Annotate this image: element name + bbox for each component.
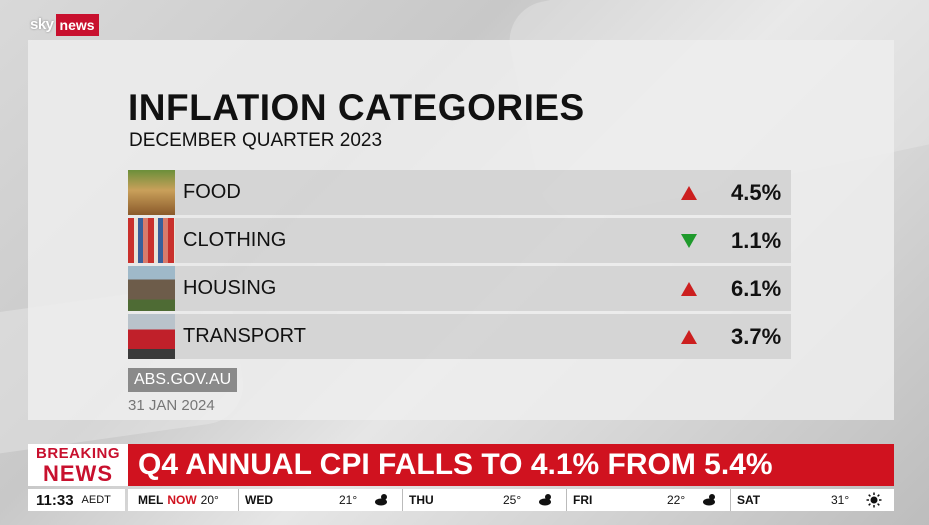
forecast-day-name: WED	[245, 493, 273, 507]
category-row-housing: HOUSING 6.1%	[128, 266, 791, 311]
forecast-day-name: SAT	[737, 493, 761, 507]
category-label: CLOTHING	[183, 229, 287, 251]
forecast-day: SAT 31°	[730, 489, 894, 511]
category-row-food: FOOD 4.5%	[128, 170, 791, 215]
forecast-temp: 25°	[503, 493, 522, 507]
arrow-up-icon	[681, 186, 697, 200]
source-badge: ABS.GOV.AU	[128, 368, 238, 392]
forecast-day: FRI 22°	[566, 489, 730, 511]
category-value: 6.1%	[731, 276, 782, 301]
category-list: FOOD 4.5% CLOTHING 1.1% HOUSING 6.1% TRA…	[128, 170, 791, 362]
category-value: 3.7%	[731, 324, 782, 349]
forecast-temp: 21°	[339, 493, 358, 507]
arrow-up-icon	[681, 282, 697, 296]
category-label: TRANSPORT	[183, 325, 306, 347]
category-value: 4.5%	[731, 180, 782, 205]
cloudy-sun-icon	[703, 494, 715, 506]
category-row-transport: TRANSPORT 3.7%	[128, 314, 791, 359]
inflation-panel: INFLATION CATEGORIES DECEMBER QUARTER 20…	[28, 40, 894, 420]
arrow-down-icon	[681, 234, 697, 248]
weather-city: MEL	[138, 493, 164, 507]
food-photo-icon	[128, 170, 175, 215]
clothing-photo-icon	[128, 218, 175, 263]
forecast-day-name: THU	[409, 493, 434, 507]
clock-time: 11:33	[36, 491, 74, 509]
forecast-temp: 22°	[667, 493, 686, 507]
logo-sky-text: sky	[30, 16, 54, 33]
forecast-day-name: FRI	[573, 493, 593, 507]
breaking-headline: Q4 ANNUAL CPI FALLS TO 4.1% FROM 5.4%	[128, 444, 894, 486]
weather-now: MEL NOW 20°	[128, 493, 238, 507]
panel-title: INFLATION CATEGORIES	[128, 87, 585, 128]
weather-strip: MEL NOW 20° WED 21° THU 25° FRI 22°	[128, 489, 894, 511]
category-label: HOUSING	[183, 277, 277, 299]
weather-now-temp: 20°	[200, 493, 219, 507]
sky-news-logo: sky news	[28, 14, 99, 36]
forecast-day: THU 25°	[402, 489, 566, 511]
forecast-temp: 31°	[831, 493, 850, 507]
logo-news-text: news	[55, 14, 99, 36]
cloudy-sun-icon	[375, 494, 387, 506]
panel-subtitle: DECEMBER QUARTER 2023	[129, 130, 383, 151]
publish-date: 31 JAN 2024	[128, 397, 215, 414]
category-value: 1.1%	[731, 228, 782, 253]
clock-timezone: AEDT	[81, 494, 111, 506]
weather-now-label: NOW	[167, 493, 197, 507]
breaking-news-label: BREAKING NEWS	[28, 444, 128, 486]
category-label: FOOD	[183, 181, 241, 203]
sun-icon	[866, 492, 882, 508]
clock: 11:33 AEDT	[28, 489, 125, 511]
info-ticker: 11:33 AEDT MEL NOW 20° WED 21° THU 25° F…	[28, 489, 894, 511]
breaking-text: BREAKING	[35, 445, 120, 462]
arrow-up-icon	[681, 330, 697, 344]
transport-photo-icon	[128, 314, 175, 359]
forecast-day: WED 21°	[238, 489, 402, 511]
news-text: NEWS	[43, 461, 113, 486]
housing-photo-icon	[128, 266, 175, 311]
category-row-clothing: CLOTHING 1.1%	[128, 218, 791, 263]
cloudy-sun-icon	[539, 494, 551, 506]
